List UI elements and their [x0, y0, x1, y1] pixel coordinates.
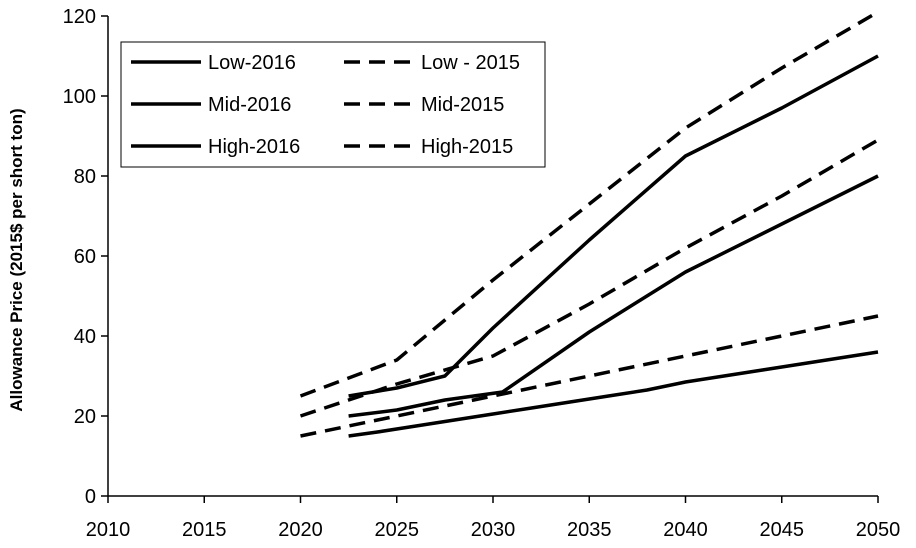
- series-group: [299, 10, 879, 438]
- series-line-high-2016: [348, 54, 879, 398]
- y-tick-label: 80: [74, 166, 96, 188]
- legend-label: Low-2016: [208, 52, 296, 74]
- series-line-high-2015: [299, 10, 879, 398]
- x-tick-label: 2015: [182, 519, 227, 541]
- y-tick-label: 120: [63, 6, 96, 28]
- legend-label: High-2016: [208, 136, 300, 158]
- x-tick-label: 2040: [663, 519, 708, 541]
- series-line-mid-2015: [299, 138, 879, 418]
- legend: Low-2016 Low - 2015 Mid-2016 Mid-2015 High-2…: [120, 41, 546, 168]
- x-tick-label: 2010: [86, 519, 131, 541]
- y-tick-label: 40: [74, 326, 96, 348]
- legend-label: Mid-2015: [421, 94, 504, 116]
- x-tick-label: 2045: [760, 519, 805, 541]
- series-line-low-2016: [348, 350, 879, 438]
- series-line-mid-2016: [348, 174, 879, 418]
- x-tick-label: 2035: [567, 519, 612, 541]
- y-tick-label: 60: [74, 246, 96, 268]
- x-tick-label: 2050: [856, 519, 901, 541]
- legend-label: Mid-2016: [208, 94, 291, 116]
- y-tick-label: 100: [63, 86, 96, 108]
- legend-label: High-2015: [421, 136, 513, 158]
- legend-label: Low - 2015: [421, 52, 520, 74]
- x-tick-label: 2030: [471, 519, 516, 541]
- y-tick-label: 20: [74, 406, 96, 428]
- y-tick-label: 0: [85, 486, 96, 508]
- y-axis-title: Allowance Price (2015$ per short ton): [7, 108, 26, 411]
- x-tick-label: 2025: [375, 519, 420, 541]
- x-tick-label: 2020: [278, 519, 323, 541]
